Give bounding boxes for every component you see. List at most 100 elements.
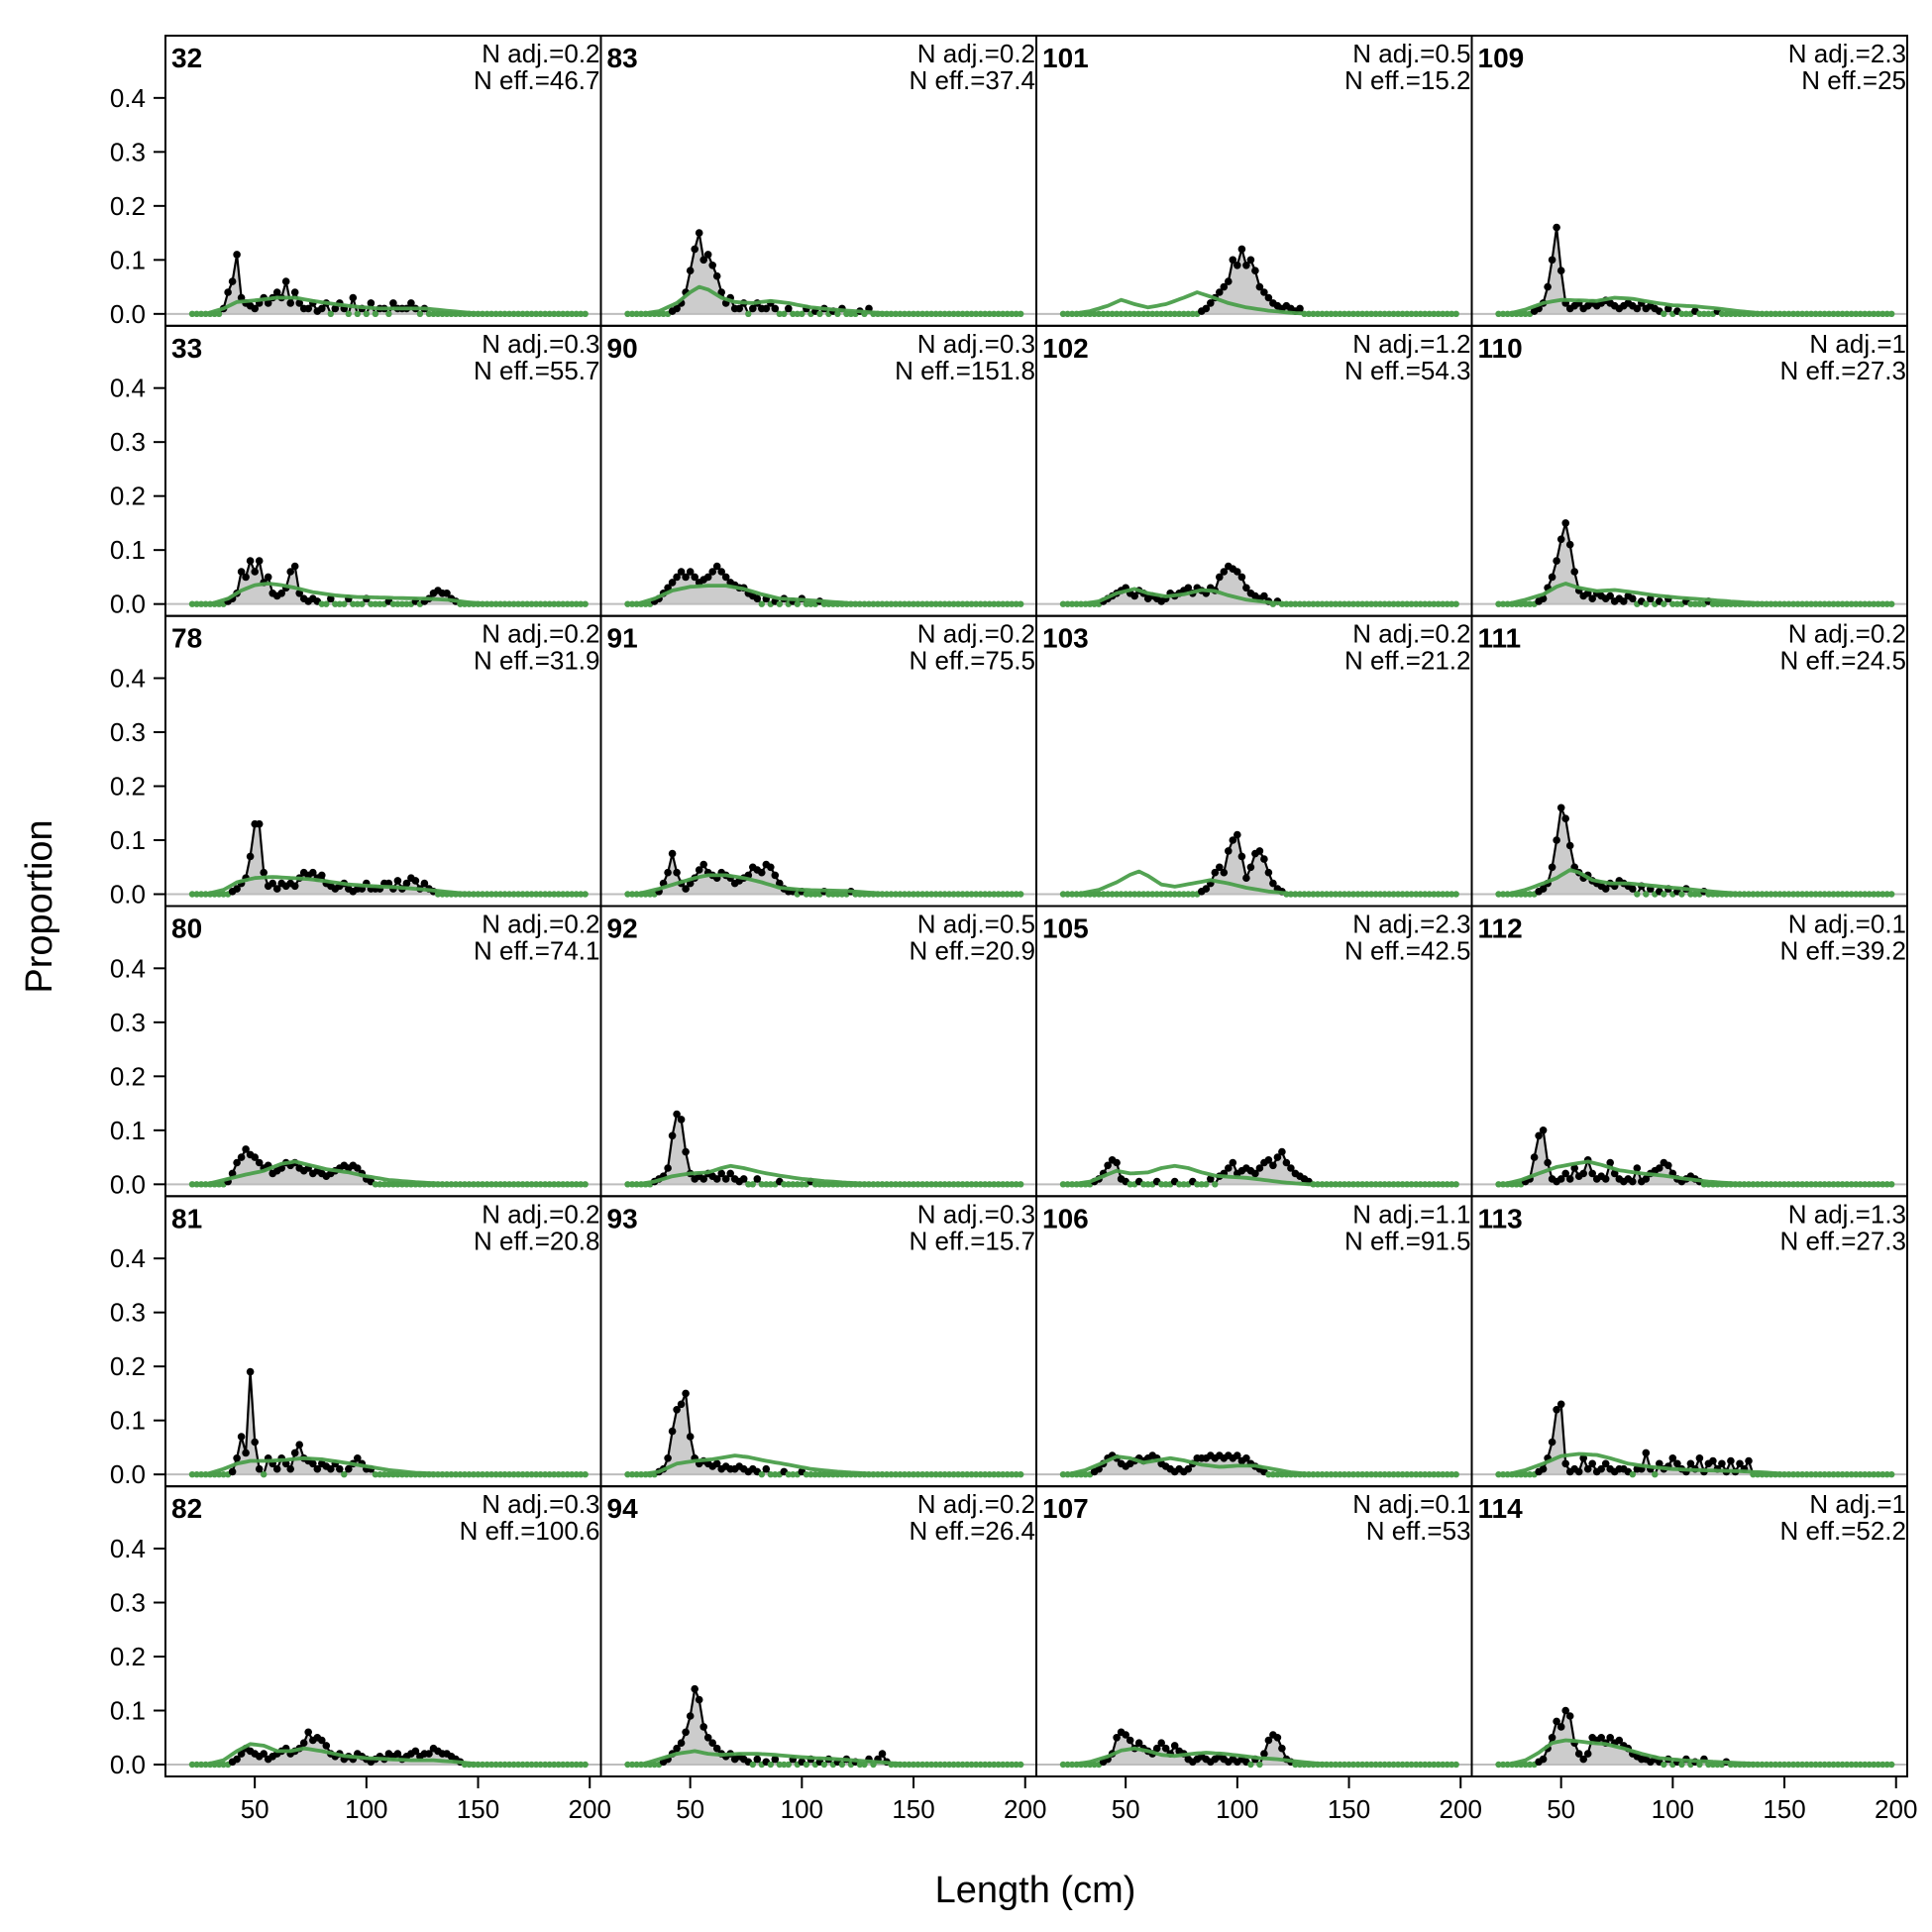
expected-point (1162, 1181, 1169, 1188)
observed-point (1695, 1454, 1704, 1462)
panel-111: 111 N adj.=0.2N eff.=24.5 (1470, 614, 1908, 908)
x-tick-label: 150 (457, 1794, 499, 1824)
observed-point (1561, 1706, 1569, 1715)
panel-n-eff: N eff.=24.5 (1780, 646, 1906, 676)
observed-point (1606, 1158, 1614, 1167)
y-tick-label: 0.3 (110, 1008, 146, 1037)
expected-point (332, 600, 339, 607)
panel-n-adj: N adj.=0.3 (482, 1489, 599, 1519)
x-tick-label: 200 (1875, 1794, 1917, 1824)
observed-point (237, 1750, 246, 1758)
observed-point (1642, 1175, 1651, 1183)
observed-point (673, 573, 681, 582)
panel-title: 33 (171, 333, 202, 364)
expected-point (651, 1761, 658, 1769)
panel-n-eff: N eff.=39.2 (1780, 936, 1906, 966)
x-tick-label: 100 (1216, 1794, 1258, 1824)
expected-point (1723, 310, 1730, 317)
expected-point (1643, 600, 1650, 607)
observed-point (695, 229, 703, 237)
observed-area (627, 566, 1021, 604)
observed-point (699, 256, 707, 265)
observed-point (1273, 1734, 1282, 1742)
expected-point (372, 600, 379, 607)
x-tick-label: 50 (676, 1794, 704, 1824)
expected-point (215, 1471, 223, 1478)
observed-point (1656, 1459, 1664, 1468)
observed-point (286, 568, 295, 576)
expected-point (434, 310, 442, 317)
expected-line (192, 295, 586, 316)
panel-103: 103 N adj.=0.2N eff.=21.2 (1035, 614, 1473, 908)
observed-point (1664, 1161, 1672, 1170)
expected-point (327, 310, 334, 317)
observed-point (878, 1750, 887, 1758)
observed-point (673, 1406, 681, 1414)
observed-point (691, 1684, 698, 1693)
panel-n-eff: N eff.=75.5 (910, 646, 1035, 676)
y-tick-label: 0.0 (110, 1459, 146, 1489)
panel-plot (165, 1145, 601, 1188)
observed-point (695, 866, 703, 874)
expected-point (385, 1471, 392, 1478)
panel-n-eff: N eff.=20.8 (474, 1226, 599, 1255)
observed-point (233, 1454, 241, 1462)
expected-point (1678, 1761, 1685, 1769)
expected-point (767, 1471, 774, 1478)
observed-point (233, 251, 241, 259)
observed-point (1157, 1739, 1165, 1747)
observed-point (1606, 1734, 1614, 1742)
observed-point (367, 299, 376, 307)
observed-point (699, 1723, 707, 1731)
expected-line (627, 873, 1021, 897)
panel-plot (600, 229, 1036, 317)
panel-n-eff: N eff.=74.1 (474, 936, 599, 966)
expected-point (820, 1761, 828, 1769)
observed-point (224, 288, 232, 296)
expected-point (1705, 310, 1712, 317)
expected-point (1189, 310, 1197, 317)
panel-n-adj: N adj.=1 (1809, 329, 1906, 359)
expected-point (758, 1181, 765, 1188)
observed-point (331, 304, 340, 313)
observed-point (1556, 1723, 1565, 1731)
expected-line (1063, 1454, 1456, 1477)
observed-point (345, 1464, 353, 1473)
expected-point (372, 310, 379, 317)
observed-point (1574, 1467, 1583, 1476)
observed-point (1104, 1161, 1112, 1170)
observed-point (1184, 584, 1193, 592)
observed-point (1656, 1164, 1664, 1172)
panel-title: 114 (1478, 1493, 1524, 1524)
panel-title: 80 (171, 913, 202, 944)
expected-point (345, 310, 352, 317)
observed-point (1601, 1175, 1610, 1183)
panel-n-adj: N adj.=0.2 (482, 39, 599, 68)
y-tick-label: 0.4 (110, 374, 146, 403)
observed-point (411, 1747, 420, 1756)
expected-point (1091, 310, 1098, 317)
observed-point (1260, 288, 1268, 296)
expected-point (341, 600, 348, 607)
observed-point (277, 590, 286, 597)
expected-point (1176, 891, 1183, 898)
observed-point (668, 1131, 677, 1140)
observed-point (1242, 874, 1250, 882)
expected-point (1123, 891, 1129, 898)
panel-105: 105 N adj.=2.3N eff.=42.5 (1035, 905, 1473, 1198)
observed-point (1246, 863, 1255, 872)
expected-point (1095, 891, 1103, 898)
expected-point (811, 891, 819, 898)
expected-point (1180, 891, 1188, 898)
observed-point (1736, 1459, 1744, 1468)
panel-plot (165, 819, 601, 898)
panel-113: 113 N adj.=1.3N eff.=27.3 (1470, 1195, 1908, 1488)
panel-n-eff: N eff.=15.2 (1344, 65, 1470, 95)
observed-point (677, 1739, 686, 1747)
observed-point (354, 1164, 362, 1172)
expected-line (192, 1455, 586, 1477)
observed-point (1234, 1451, 1241, 1459)
panel-83: 83 N adj.=0.2N eff.=37.4 (599, 35, 1037, 327)
expected-point (1140, 1181, 1147, 1188)
observed-point (703, 573, 712, 582)
